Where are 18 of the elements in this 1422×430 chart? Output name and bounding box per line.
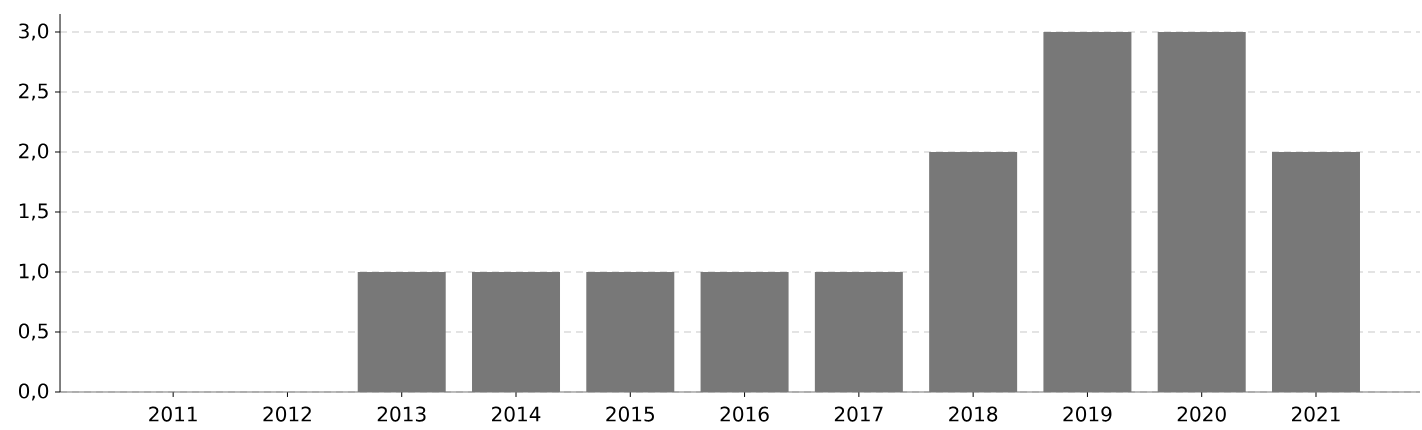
x-tick-label: 2019 [1063, 406, 1112, 422]
x-tick-label: 2021 [1292, 406, 1340, 422]
x-tick-label: 2012 [263, 406, 311, 422]
y-tick-label: 2,0 [19, 143, 49, 161]
y-tick-label: 2,5 [19, 83, 48, 101]
y-tick-label: 0,0 [18, 383, 49, 401]
x-tick-label: 2016 [720, 406, 769, 422]
x-tick-label: 2017 [834, 406, 883, 422]
y-tick-label: 1,5 [19, 203, 48, 221]
y-tick-label: 3,0 [19, 23, 49, 41]
x-tick-label: 2011 [149, 406, 197, 422]
y-tick-label: 0,5 [18, 323, 48, 341]
y-tick-label: 1,0 [19, 263, 49, 281]
x-tick-label: 2013 [377, 406, 426, 422]
x-tick-label: 2014 [492, 406, 541, 422]
x-tick-label: 2015 [606, 406, 654, 422]
x-tick-label: 2020 [1177, 406, 1226, 422]
x-tick-label: 2018 [949, 406, 998, 422]
